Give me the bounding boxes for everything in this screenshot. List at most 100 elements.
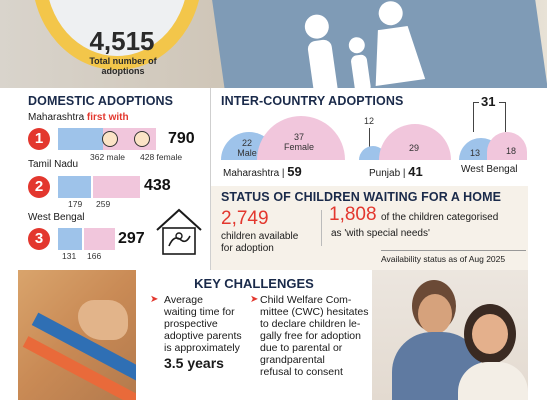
- inter-state-total: 41: [408, 164, 423, 179]
- inter-country-adoptions-panel: INTER-COUNTRY ADOPTIONS 22 Male 37 Femal…: [210, 88, 528, 186]
- inter-male-value-3: 13: [469, 148, 480, 158]
- female-bar-3: [84, 228, 115, 250]
- domestic-total-3: 297: [118, 230, 145, 247]
- female-value-2: 259: [96, 199, 111, 209]
- inter-female-label: Female: [283, 142, 314, 152]
- challenge-left-line: prospective: [164, 318, 218, 330]
- challenge-right-line: grandparental: [260, 354, 325, 366]
- special-needs-line2: as 'with special needs': [331, 228, 430, 239]
- inter-male-value-1: 22 Male: [229, 138, 265, 158]
- challenge-left-line: adoptive parents: [164, 330, 242, 342]
- bracket-left: [473, 102, 479, 103]
- inter-total-3: 31: [481, 94, 495, 109]
- challenge-left-line: is approximately: [164, 342, 240, 354]
- arrow-icon: ➤: [150, 294, 159, 305]
- inter-female-value-2: 29: [408, 143, 419, 153]
- note-rule: [381, 250, 526, 251]
- family-paper-cutout-image: [211, 0, 547, 88]
- challenge-right-line: to declare children le-: [260, 318, 361, 330]
- challenge-right-line: Child Welfare Com-: [260, 294, 352, 306]
- inter-female-value-3: 18: [505, 146, 516, 156]
- challenge-left-line: Average: [164, 294, 203, 306]
- inter-male-pointer-2: [369, 128, 370, 148]
- state-highlight: first with: [86, 112, 129, 123]
- available-line2: for adoption: [221, 243, 274, 254]
- arrow-icon: ➤: [250, 294, 259, 305]
- female-value-3: 166: [87, 251, 102, 261]
- house-hands-icon: [154, 206, 204, 258]
- total-adoptions-label: Total number of adoptions: [68, 56, 178, 76]
- available-line1: children available: [221, 231, 299, 242]
- special-needs-count: 1,808: [329, 204, 377, 225]
- female-value-1: 428 female: [140, 152, 183, 162]
- status-panel: STATUS OF CHILDREN WAITING FOR A HOME 2,…: [210, 186, 528, 270]
- challenge-right-line: gally free for adoption: [260, 330, 361, 342]
- status-title: STATUS OF CHILDREN WAITING FOR A HOME: [221, 190, 502, 204]
- woman-sweater: [458, 362, 528, 400]
- challenge-right-line: refusal to consent: [260, 366, 343, 378]
- child-photo: [18, 270, 136, 400]
- domestic-total-2: 438: [144, 177, 171, 194]
- rank-badge-2: 2: [28, 176, 50, 198]
- male-bar-2: [58, 176, 91, 198]
- inter-state-name: Maharashtra: [223, 168, 280, 179]
- rank-badge-3: 3: [28, 228, 50, 250]
- female-bar-2: [93, 176, 140, 198]
- state-name: Tamil Nadu: [28, 159, 79, 170]
- domestic-state-3: West Bengal: [28, 212, 85, 223]
- key-challenges-panel: KEY CHALLENGES ➤ Average waiting time fo…: [136, 270, 372, 400]
- rank-badge-1: 1: [28, 128, 50, 150]
- state-name: Maharashtra: [28, 112, 85, 123]
- challenge-right: Child Welfare Com- mittee (CWC) hesitate…: [260, 294, 369, 378]
- bracket-right-leg: [505, 102, 506, 132]
- top-banner: 4,515 Total number of adoptions: [0, 0, 547, 88]
- available-count: 2,749: [221, 208, 269, 229]
- male-value-1: 362 male: [90, 152, 125, 162]
- boy-icon: [102, 131, 118, 147]
- bracket-left-leg: [473, 102, 474, 132]
- inter-state-total: 59: [287, 164, 302, 179]
- bracket-right: [499, 102, 505, 103]
- domestic-state-2: Tamil Nadu: [28, 159, 78, 170]
- domestic-adoptions-panel: DOMESTIC ADOPTIONS Maharashtra first wit…: [22, 88, 208, 270]
- photo-hand: [78, 300, 128, 340]
- inter-state-total: 31: [481, 94, 496, 109]
- total-label-line1: Total number of: [89, 56, 157, 66]
- inter-female-semicircle-3: [487, 132, 527, 160]
- inter-male-number: 22: [241, 138, 252, 148]
- male-value-3: 131: [62, 251, 77, 261]
- girl-icon: [134, 131, 150, 147]
- total-label-line2: adoptions: [101, 66, 145, 76]
- challenge-left: Average waiting time for prospective ado…: [164, 294, 242, 372]
- challenge-right-line: mittee (CWC) hesitates: [260, 306, 369, 318]
- male-value-2: 179: [68, 199, 83, 209]
- male-bar-3: [58, 228, 82, 250]
- domestic-total-1: 790: [168, 130, 195, 147]
- inter-state-2: Punjab | 41: [369, 164, 423, 179]
- challenge-left-value: 3.5 years: [164, 355, 224, 371]
- domestic-state-1: Maharashtra first with: [28, 112, 129, 123]
- challenge-left-line: waiting time for: [164, 306, 235, 318]
- inter-female-value-1: 37 Female: [277, 132, 321, 152]
- inter-state-3: West Bengal: [461, 164, 518, 175]
- status-divider: [321, 210, 322, 246]
- inter-male-label: Male: [237, 148, 257, 158]
- inter-title: INTER-COUNTRY ADOPTIONS: [221, 94, 404, 108]
- inter-state-1: Maharashtra | 59: [223, 164, 302, 179]
- woman-face: [472, 314, 508, 354]
- key-challenges-title: KEY CHALLENGES: [194, 276, 314, 291]
- challenge-right-line: due to parental or: [260, 342, 343, 354]
- inter-female-number: 37: [293, 132, 304, 142]
- state-name: West Bengal: [28, 212, 85, 223]
- available-text: children available for adoption: [221, 231, 298, 255]
- availability-note: Availability status as of Aug 2025: [381, 254, 506, 264]
- special-needs-line1: of the children categorised: [381, 212, 499, 223]
- man-face: [418, 294, 452, 334]
- couple-with-baby-photo: [372, 270, 528, 400]
- inter-male-value-2: 12: [363, 116, 374, 126]
- inter-state-name: Punjab: [369, 168, 401, 179]
- domestic-title: DOMESTIC ADOPTIONS: [28, 94, 174, 108]
- male-bar-1: [58, 128, 103, 150]
- total-adoptions-value: 4,515: [89, 26, 155, 56]
- inter-female-semicircle-2: [379, 124, 451, 160]
